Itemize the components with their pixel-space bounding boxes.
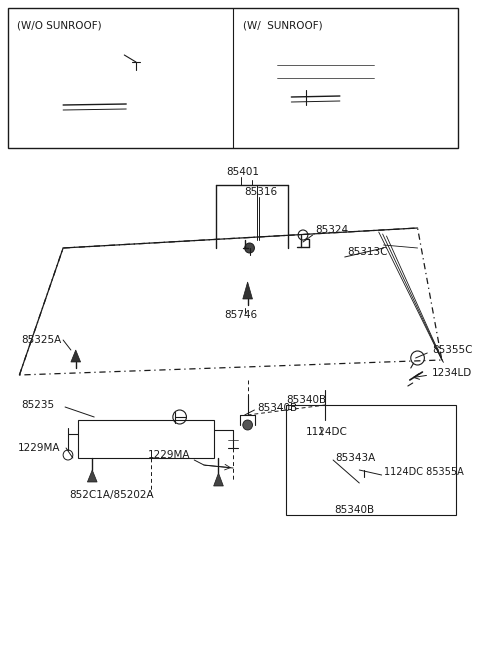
Text: 85340B: 85340B bbox=[257, 403, 298, 413]
Polygon shape bbox=[214, 473, 223, 486]
Text: 85746: 85746 bbox=[224, 310, 257, 320]
Circle shape bbox=[245, 243, 254, 253]
Text: (W/O SUNROOF): (W/O SUNROOF) bbox=[17, 20, 102, 30]
Circle shape bbox=[321, 422, 330, 432]
Text: 85343A: 85343A bbox=[335, 453, 375, 463]
Text: 85316: 85316 bbox=[245, 187, 278, 197]
Polygon shape bbox=[71, 350, 81, 362]
Text: 85401: 85401 bbox=[226, 167, 259, 177]
Text: 85340B: 85340B bbox=[335, 505, 374, 515]
Text: 1124DC 85355A: 1124DC 85355A bbox=[384, 467, 463, 477]
Circle shape bbox=[359, 477, 370, 489]
Text: 85355C: 85355C bbox=[432, 345, 473, 355]
Bar bbox=[78, 420, 214, 458]
Polygon shape bbox=[87, 470, 97, 482]
Polygon shape bbox=[243, 282, 252, 299]
Text: 85325A: 85325A bbox=[22, 335, 61, 345]
Text: 852C1A/85202A: 852C1A/85202A bbox=[70, 490, 154, 500]
Text: 85235: 85235 bbox=[22, 400, 55, 410]
Text: (W/  SUNROOF): (W/ SUNROOF) bbox=[243, 20, 323, 30]
Circle shape bbox=[243, 420, 252, 430]
Bar bbox=[8, 8, 458, 148]
Text: 85340B: 85340B bbox=[287, 395, 326, 405]
Text: 85324: 85324 bbox=[316, 225, 349, 235]
Text: 1234LD: 1234LD bbox=[432, 368, 472, 378]
Bar bbox=[287, 405, 456, 515]
Text: 85313C: 85313C bbox=[348, 247, 388, 257]
Text: 1229MA: 1229MA bbox=[17, 443, 60, 453]
Circle shape bbox=[302, 104, 310, 112]
Text: 1124DC: 1124DC bbox=[306, 427, 348, 437]
Text: 1229MA: 1229MA bbox=[148, 450, 190, 460]
